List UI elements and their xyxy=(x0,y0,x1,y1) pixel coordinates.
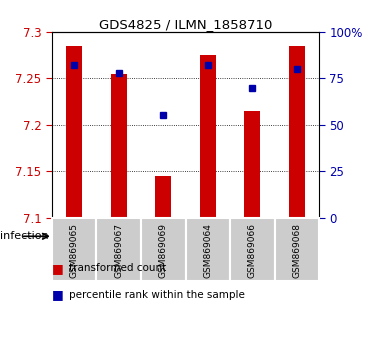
Bar xyxy=(186,218,319,255)
Text: control: control xyxy=(233,231,272,241)
Bar xyxy=(52,218,96,281)
Bar xyxy=(244,111,260,218)
Bar xyxy=(155,176,171,218)
Bar xyxy=(141,218,186,281)
Text: GSM869064: GSM869064 xyxy=(203,223,212,278)
Bar xyxy=(96,218,141,281)
Text: GSM869067: GSM869067 xyxy=(114,223,123,278)
Title: GDS4825 / ILMN_1858710: GDS4825 / ILMN_1858710 xyxy=(99,18,272,31)
Bar xyxy=(289,46,305,218)
Bar xyxy=(52,218,186,255)
Text: ■: ■ xyxy=(52,289,64,302)
Text: GSM869069: GSM869069 xyxy=(159,223,168,278)
Bar xyxy=(275,218,319,281)
Text: GSM869068: GSM869068 xyxy=(292,223,301,278)
Bar xyxy=(200,55,216,218)
Text: percentile rank within the sample: percentile rank within the sample xyxy=(69,290,244,299)
Bar xyxy=(66,46,82,218)
Text: infection: infection xyxy=(0,231,48,241)
Text: ■: ■ xyxy=(52,262,64,275)
Text: influenza A: influenza A xyxy=(88,231,150,241)
Text: GSM869065: GSM869065 xyxy=(70,223,79,278)
Text: GSM869066: GSM869066 xyxy=(248,223,257,278)
Bar xyxy=(230,218,275,281)
Bar xyxy=(111,74,127,218)
Bar xyxy=(186,218,230,281)
Text: transformed count: transformed count xyxy=(69,263,166,273)
